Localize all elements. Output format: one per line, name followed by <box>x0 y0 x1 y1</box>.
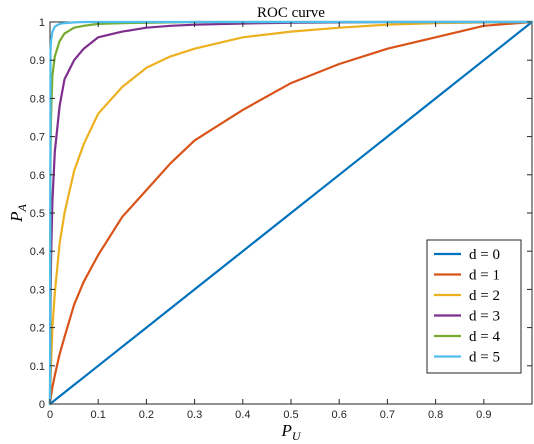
y-tick-labels: 0 0.1 0.2 0.3 0.4 0.5 0.6 0.7 0.8 0.9 1 <box>30 17 45 411</box>
legend-label: d = 3 <box>469 309 500 325</box>
x-tick-label: 0.6 <box>332 409 347 421</box>
legend-label: d = 4 <box>469 329 500 345</box>
x-tick-label: 0.8 <box>428 409 443 421</box>
y-tick-label: 0.4 <box>30 246 45 258</box>
x-tick-label: 0.1 <box>91 409 106 421</box>
x-tick-label: 0.9 <box>476 409 491 421</box>
x-axis-label-main: P <box>280 421 291 440</box>
x-tick-label: 0.3 <box>187 409 202 421</box>
series-lines <box>48 20 534 406</box>
y-axis-label-main: P <box>7 211 26 222</box>
x-tick-label: 0.4 <box>235 409 250 421</box>
y-tick-label: 0.7 <box>30 132 45 144</box>
series-line-d1 <box>48 20 534 406</box>
y-axis-label: PA <box>7 203 29 222</box>
y-tick-label: 0.2 <box>30 323 45 335</box>
x-tick-label: 0 <box>47 409 53 421</box>
chart-title: ROC curve <box>257 5 325 21</box>
y-axis-label-sub: A <box>15 203 29 212</box>
y-tick-label: 0.8 <box>30 93 45 105</box>
y-tick-label: 0.3 <box>30 284 45 296</box>
x-axis-label-sub: U <box>292 429 302 443</box>
legend-label: d = 1 <box>469 268 500 284</box>
y-tick-label: 0.1 <box>30 361 45 373</box>
x-tick-label: 0.2 <box>139 409 154 421</box>
series-line-d2 <box>48 20 534 406</box>
legend-box <box>426 239 522 374</box>
x-tick-labels: 0 0.1 0.2 0.3 0.4 0.5 0.6 0.7 0.8 0.9 <box>47 409 492 421</box>
legend: d = 0 d = 1 d = 2 d = 3 d = 4 d = 5 <box>426 239 522 374</box>
y-tick-label: 0.9 <box>30 55 45 67</box>
axis-ticks <box>49 21 532 405</box>
y-tick-label: 0 <box>39 399 45 411</box>
legend-label: d = 2 <box>469 288 500 304</box>
series-line-d0 <box>48 20 534 406</box>
x-tick-label: 0.5 <box>283 409 298 421</box>
x-tick-label: 0.7 <box>380 409 395 421</box>
legend-label: d = 0 <box>469 247 500 263</box>
y-tick-label: 0.5 <box>30 208 45 220</box>
y-tick-label: 1 <box>39 17 45 29</box>
legend-label: d = 5 <box>469 350 500 366</box>
series-line-d5 <box>48 20 534 406</box>
x-axis-label: PU <box>280 421 301 443</box>
y-tick-label: 0.6 <box>30 170 45 182</box>
